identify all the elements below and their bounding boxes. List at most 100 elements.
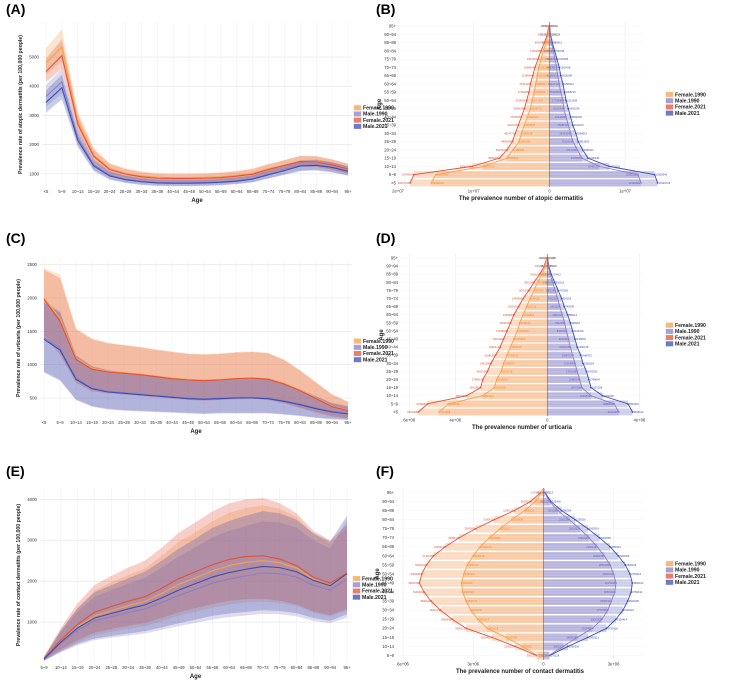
point-male-1990 <box>563 321 566 324</box>
point-male-1990 <box>590 394 592 397</box>
x-tick-label: 1e+07 <box>619 189 631 194</box>
data-label-male-2021: 1100416 <box>574 329 584 333</box>
point-female-1990 <box>438 411 441 413</box>
point-male-1990 <box>559 91 562 94</box>
point-male-2021 <box>582 362 584 365</box>
x-tick-label: 90~94 <box>324 665 336 670</box>
x-tick-label: 95+ <box>344 420 352 425</box>
outline-male-1990 <box>547 258 620 413</box>
point-female-2021 <box>481 378 484 381</box>
data-label-male-2021: 390512 <box>553 41 562 45</box>
point-male-1990 <box>571 354 574 357</box>
data-label-female-2021: 1450336 <box>503 313 514 317</box>
x-tick-label: 6e+06 <box>403 418 415 423</box>
point-male-2021 <box>598 536 601 539</box>
point-male-2021 <box>608 165 611 168</box>
data-label-male-2021: 880114 <box>569 313 578 317</box>
data-label-male-2021: 1300216 <box>578 345 589 349</box>
point-male-2021 <box>587 157 589 160</box>
data-label-female-2021: 3900308 <box>441 617 452 621</box>
data-label-male-2021: 1302418 <box>560 65 571 69</box>
data-label-female-1990: 1602226 <box>511 345 522 349</box>
data-label-female-2021: 2100412 <box>483 518 494 522</box>
point-male-2021 <box>587 378 590 381</box>
data-label-male-2021: 14108 <box>549 256 557 260</box>
point-male-1990 <box>569 346 572 349</box>
point-male-1990 <box>576 636 579 639</box>
point-male-2021 <box>629 573 631 575</box>
point-female-2021 <box>444 545 447 548</box>
data-label-male-2021: 1700332 <box>587 369 598 373</box>
point-female-2021 <box>513 313 515 316</box>
data-label-female-1990: 900412 <box>523 644 532 648</box>
ci-ribbon-female-2021 <box>44 270 348 419</box>
point-female-1990 <box>541 273 543 276</box>
data-label-male-1990: 830106 <box>557 329 566 333</box>
data-label-female-1990: 90412 <box>546 264 554 268</box>
data-label-male-2021: 170412 <box>552 272 561 276</box>
series-line-male-2021 <box>43 338 349 415</box>
data-label-female-2021: 1106308 <box>530 49 540 53</box>
x-tick-label: 6e+06 <box>397 662 409 667</box>
point-male-1990 <box>596 545 599 548</box>
legend-label-male-1990: Male.1990 <box>363 345 388 351</box>
x-tick-label: 55~59 <box>215 189 227 194</box>
data-label-female-1990: 1198412 <box>521 321 531 325</box>
data-label-male-2021: 1350116 <box>576 518 586 522</box>
legend-key-female-2021 <box>665 573 674 579</box>
x-tick-label: 0 <box>548 189 551 194</box>
y-tick-label: 35~39 <box>382 599 394 604</box>
point-male-1990 <box>562 645 565 648</box>
data-label-female-2021: 3600116 <box>448 536 458 540</box>
data-label-male-2021: 3400116 <box>624 608 634 612</box>
x-tick-label: 65~69 <box>240 665 252 670</box>
y-tick-label: 85~89 <box>384 40 396 45</box>
point-female-2021 <box>511 140 514 143</box>
panel-c-urticaria-rate: (C) 500 1000 1500 2000 2500 <5 5~9 10~14 15~19 20~… <box>6 230 394 435</box>
point-female-2021 <box>522 297 525 300</box>
data-label-female-2021: 3024516 <box>516 98 527 102</box>
point-male-1990 <box>547 265 550 268</box>
panel-b-atopic-pyramid: (B) 2e+07 1e+07 0 1e+07 <5 18427211 15593304 143… <box>376 1 706 202</box>
point-female-2021 <box>543 41 546 44</box>
data-label-male-2021: 1798604 <box>590 378 601 382</box>
y-tick-label: 65~69 <box>386 304 398 309</box>
y-tick-label: 80~84 <box>382 517 394 522</box>
y-tick-label: 95+ <box>389 24 397 29</box>
data-label-male-2021: 2008710 <box>566 90 577 94</box>
x-tick-label: 80~84 <box>294 420 306 425</box>
point-male-2021 <box>576 346 579 349</box>
legend-key-male-2021 <box>665 110 674 116</box>
x-axis-label: Age <box>190 429 202 435</box>
x-tick-label: 60~64 <box>231 189 243 194</box>
y-axis-label: Age <box>377 98 383 110</box>
data-label-female-2021: 6596208 <box>488 156 499 160</box>
y-tick-label: 35~39 <box>384 123 396 128</box>
data-label-male-1990: 2508112 <box>557 123 567 127</box>
data-label-male-1990: 1904502 <box>580 394 591 398</box>
data-label-male-2021: 1050306 <box>569 644 580 648</box>
data-label-male-2021: 3750312 <box>632 590 643 594</box>
data-label-female-1990: 1748012 <box>508 353 519 357</box>
outline-male-2021 <box>549 26 659 184</box>
point-female-2021 <box>514 132 517 135</box>
y-tick-label: 2000 <box>27 579 37 584</box>
y-tick-label: 80~84 <box>386 280 398 285</box>
point-male-1990 <box>574 362 576 365</box>
y-tick-label: 25~29 <box>386 369 398 374</box>
point-female-1990 <box>512 148 514 151</box>
x-tick-label: 2e+07 <box>392 189 404 194</box>
point-female-1990 <box>479 545 482 548</box>
point-female-1990 <box>447 402 450 405</box>
data-label-female-1990: 800116 <box>526 509 535 513</box>
data-label-female-1990: 1302660 <box>518 329 529 333</box>
x-tick-label: 70~74 <box>257 665 269 670</box>
legend-label-female-1990: Female.1990 <box>363 105 394 111</box>
data-label-male-2021: 700336 <box>556 49 565 53</box>
x-axis-label: The prevalence number of urticaria <box>472 425 573 431</box>
x-tick-label: 85~89 <box>307 665 319 670</box>
legend-key-male-1990 <box>353 111 362 117</box>
data-label-male-2021: 35214 <box>551 24 559 28</box>
data-label-male-2021: 740336 <box>565 305 574 309</box>
data-label-male-2021: 65118 <box>550 264 558 268</box>
